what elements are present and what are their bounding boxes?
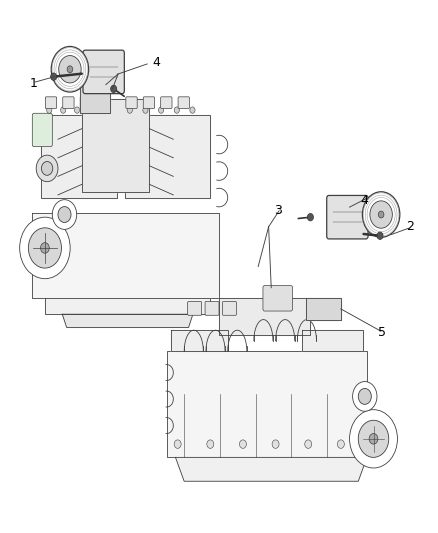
Circle shape	[174, 107, 180, 114]
Circle shape	[28, 228, 61, 268]
Circle shape	[174, 440, 181, 448]
Circle shape	[369, 433, 378, 444]
Circle shape	[370, 201, 392, 228]
Circle shape	[20, 217, 70, 279]
Circle shape	[143, 107, 148, 114]
Circle shape	[111, 85, 117, 93]
FancyBboxPatch shape	[83, 50, 124, 94]
Circle shape	[88, 107, 94, 114]
FancyBboxPatch shape	[143, 97, 155, 109]
Circle shape	[337, 440, 344, 448]
FancyBboxPatch shape	[126, 97, 137, 109]
Polygon shape	[41, 115, 117, 198]
FancyBboxPatch shape	[205, 302, 219, 316]
Circle shape	[52, 200, 77, 229]
Circle shape	[59, 55, 81, 83]
FancyBboxPatch shape	[32, 114, 52, 147]
Text: 3: 3	[274, 204, 282, 217]
Circle shape	[378, 211, 384, 218]
Circle shape	[67, 66, 73, 72]
Circle shape	[50, 73, 57, 80]
Text: 2: 2	[406, 220, 414, 233]
Circle shape	[102, 107, 108, 114]
Circle shape	[207, 440, 214, 448]
Circle shape	[350, 410, 397, 468]
Circle shape	[127, 107, 132, 114]
FancyBboxPatch shape	[63, 97, 74, 109]
Circle shape	[47, 107, 52, 114]
Polygon shape	[32, 214, 219, 298]
Polygon shape	[125, 115, 210, 198]
Polygon shape	[306, 298, 341, 319]
Circle shape	[272, 440, 279, 448]
Circle shape	[51, 46, 88, 92]
FancyBboxPatch shape	[167, 351, 367, 457]
Circle shape	[36, 155, 58, 182]
Circle shape	[305, 440, 312, 448]
Circle shape	[358, 420, 389, 457]
Polygon shape	[45, 298, 210, 314]
Polygon shape	[176, 457, 367, 481]
Polygon shape	[171, 330, 228, 351]
FancyBboxPatch shape	[46, 97, 57, 109]
Polygon shape	[219, 298, 311, 335]
FancyBboxPatch shape	[327, 196, 368, 239]
Text: 4: 4	[361, 193, 369, 207]
FancyBboxPatch shape	[161, 97, 172, 109]
Text: 5: 5	[378, 326, 386, 340]
Text: 4: 4	[152, 56, 160, 69]
FancyBboxPatch shape	[80, 97, 92, 109]
FancyBboxPatch shape	[223, 302, 237, 316]
Circle shape	[42, 161, 53, 175]
FancyBboxPatch shape	[263, 286, 293, 311]
Circle shape	[58, 207, 71, 222]
Polygon shape	[302, 330, 363, 351]
Circle shape	[190, 107, 195, 114]
Circle shape	[74, 107, 80, 114]
FancyBboxPatch shape	[178, 97, 189, 109]
Polygon shape	[62, 314, 193, 327]
Circle shape	[60, 107, 66, 114]
Circle shape	[307, 214, 314, 221]
Circle shape	[159, 107, 164, 114]
Polygon shape	[82, 100, 149, 192]
Polygon shape	[80, 86, 110, 113]
Circle shape	[41, 243, 49, 253]
FancyBboxPatch shape	[98, 97, 109, 109]
Circle shape	[240, 440, 247, 448]
Circle shape	[377, 232, 383, 239]
Text: 1: 1	[30, 77, 38, 90]
Circle shape	[353, 382, 377, 411]
Circle shape	[358, 389, 371, 405]
Circle shape	[362, 192, 400, 237]
FancyBboxPatch shape	[187, 302, 201, 316]
